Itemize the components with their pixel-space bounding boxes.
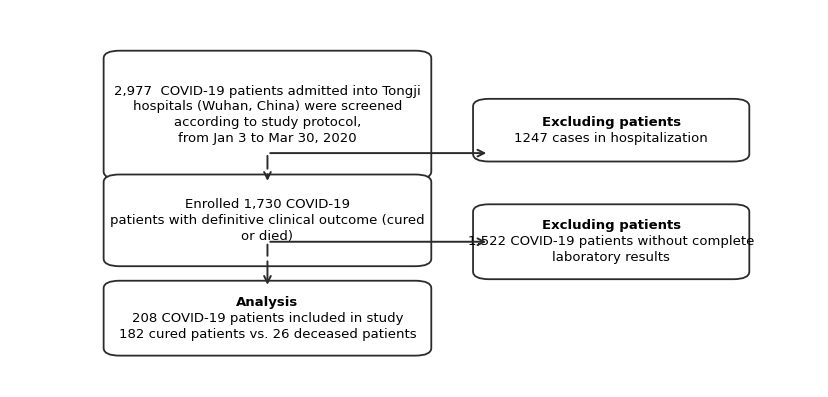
FancyBboxPatch shape [104,281,431,356]
Text: from Jan 3 to Mar 30, 2020: from Jan 3 to Mar 30, 2020 [178,132,356,145]
Text: laboratory results: laboratory results [551,251,669,264]
Text: according to study protocol,: according to study protocol, [174,116,361,129]
Text: Enrolled 1,730 COVID-19: Enrolled 1,730 COVID-19 [185,198,349,211]
FancyBboxPatch shape [104,51,431,179]
Text: Analysis: Analysis [236,296,298,309]
Text: Excluding patients: Excluding patients [541,116,680,129]
FancyBboxPatch shape [473,99,749,162]
Text: Excluding patients: Excluding patients [541,220,680,232]
Text: 208 COVID-19 patients included in study: 208 COVID-19 patients included in study [132,312,402,325]
Text: 2,977  COVID-19 patients admitted into Tongji: 2,977 COVID-19 patients admitted into To… [114,85,421,98]
FancyBboxPatch shape [473,204,749,279]
FancyBboxPatch shape [104,175,431,266]
Text: 182 cured patients vs. 26 deceased patients: 182 cured patients vs. 26 deceased patie… [118,328,416,341]
Text: or died): or died) [241,230,293,243]
Text: hospitals (Wuhan, China) were screened: hospitals (Wuhan, China) were screened [132,100,402,114]
Text: 1247 cases in hospitalization: 1247 cases in hospitalization [513,132,707,145]
Text: patients with definitive clinical outcome (cured: patients with definitive clinical outcom… [110,214,424,227]
Text: 1,522 COVID-19 patients without complete: 1,522 COVID-19 patients without complete [468,235,753,248]
